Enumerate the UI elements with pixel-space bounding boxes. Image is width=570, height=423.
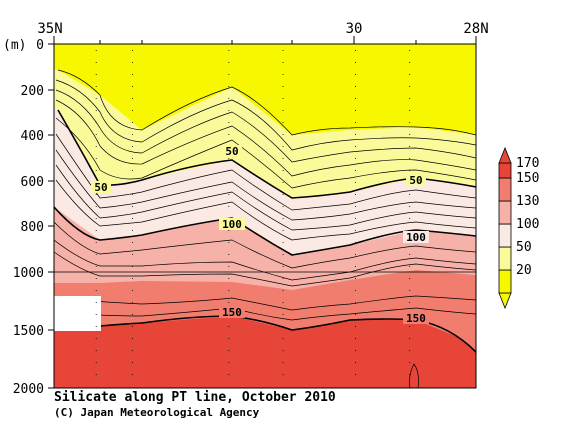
contour-label-150: 150	[406, 312, 426, 325]
contour-label-100: 100	[406, 231, 426, 244]
contour-label-150: 150	[222, 306, 242, 319]
y-tick-label-1500: 1500	[13, 324, 44, 339]
y-tick-label-2000: 2000	[13, 382, 44, 397]
y-tick-label-600: 600	[21, 175, 44, 190]
no-data-region	[54, 296, 101, 331]
legend-label-170: 170	[516, 156, 539, 171]
y-tick-label-200: 200	[21, 84, 44, 99]
legend-arrow-top	[498, 146, 512, 164]
contour-label-50: 50	[225, 145, 238, 158]
legend-label-100: 100	[516, 217, 539, 232]
legend-label-150: 150	[516, 171, 539, 186]
x-tick-label-35n: 35N	[37, 21, 62, 37]
x-tick-label-30: 30	[346, 21, 363, 37]
legend-swatch-below-20	[498, 292, 512, 310]
legend-label-130: 130	[516, 194, 539, 209]
y-tick-label-1000: 1000	[13, 266, 44, 281]
color-legend: 20 50 100 130 150 170	[498, 146, 539, 310]
legend-swatch-20-50	[498, 269, 512, 294]
legend-label-50: 50	[516, 240, 532, 255]
top-tick-marks	[53, 36, 477, 44]
contour-fill-area	[54, 44, 476, 388]
contour-label-50: 50	[409, 174, 422, 187]
legend-swatch-above-170	[498, 162, 512, 179]
band-below-20	[54, 44, 476, 135]
x-tick-label-28n: 28N	[463, 21, 488, 37]
plot-frame	[53, 43, 477, 389]
legend-label-20: 20	[516, 263, 532, 278]
legend-swatch-50-100	[498, 246, 512, 271]
contour-label-50: 50	[94, 181, 107, 194]
y-tick-label-0: 0	[36, 38, 44, 53]
y-axis-unit-label: (m)	[3, 38, 26, 53]
contour-label-100: 100	[222, 218, 242, 231]
y-tick-label-400: 400	[21, 129, 44, 144]
legend-swatch-130-150	[498, 200, 512, 225]
y-tick-label-800: 800	[21, 220, 44, 235]
chart-title: Silicate along PT line, October 2010	[54, 390, 336, 405]
legend-swatch-150-170	[498, 177, 512, 202]
left-tick-marks	[48, 43, 54, 389]
contour-labels: 50 50 50 100 100 150 150	[91, 145, 429, 325]
credit-line: (C) Japan Meteorological Agency	[54, 406, 260, 419]
legend-swatch-100-130	[498, 223, 512, 248]
